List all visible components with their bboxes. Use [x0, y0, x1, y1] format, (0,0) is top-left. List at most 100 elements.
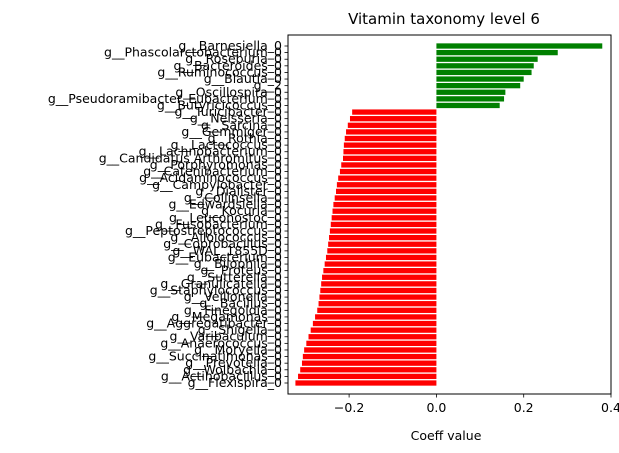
bar-10 [352, 109, 437, 115]
plot-frame [287, 34, 612, 395]
bar-14 [344, 135, 437, 142]
bar-13 [346, 129, 437, 135]
bar-27 [330, 221, 437, 228]
bar-38 [319, 294, 437, 300]
category-label: g__Wolbachia_0 [183, 362, 282, 377]
bar-8 [436, 96, 505, 102]
category-label: g__Leuconostoc_0 [169, 210, 282, 225]
category-label: g__Catenibacterium_0 [143, 164, 282, 179]
bar-19 [339, 168, 437, 175]
category-label: g__Candidatus Arthromitus_0 [99, 150, 282, 165]
bar-40 [317, 307, 437, 313]
category-label: g__Collinsella_0 [184, 190, 282, 205]
category-label: g__Succinatimonas_0 [148, 349, 282, 364]
category-label: g__Staphylococcus_0 [150, 282, 282, 297]
category-label: g__WAL_1855D_0 [172, 243, 282, 258]
category-label: g__Edwardsiella_0 [169, 197, 283, 212]
category-label: g__Butyricicoccus_0 [157, 97, 282, 112]
category-label: g__Bacillus_0 [199, 296, 282, 311]
category-label: g__Prevotella_0 [185, 355, 282, 370]
bar-25 [332, 208, 437, 214]
bar-17 [342, 155, 437, 161]
bar-44 [308, 334, 437, 340]
category-label: g__Gemmiger_0 [181, 124, 282, 139]
x-tick-label: 0.4 [601, 400, 619, 415]
category-label: g__Eubacterium_0 [168, 249, 282, 264]
bar-3 [436, 63, 534, 69]
x-tick-label: 0.0 [426, 400, 446, 415]
category-label: g__Proteus_0 [201, 263, 283, 278]
bar-50 [298, 373, 437, 380]
bar-47 [302, 353, 437, 360]
x-tick-label: 0.2 [514, 400, 534, 415]
bar-29 [329, 234, 437, 241]
category-label: g__2 [254, 78, 282, 93]
bar-49 [300, 367, 437, 373]
bar-24 [333, 201, 437, 208]
category-label: g__Lactococcus_0 [171, 137, 282, 152]
bar-39 [318, 301, 437, 307]
category-label: g__Phascolarctobacterium_0 [104, 45, 282, 60]
bar-7 [436, 89, 506, 95]
category-label: g__Neisseria_0 [190, 111, 282, 126]
bar-16 [343, 149, 437, 155]
bar-4 [436, 69, 532, 76]
bar-26 [331, 215, 437, 221]
category-labels: g__Barnesiella_0g__Phascolarctobacterium… [48, 38, 288, 390]
bar-6 [436, 83, 521, 89]
category-label: g__Fusobacterium_0 [155, 216, 282, 231]
bar-9 [436, 102, 500, 109]
bars-layer [295, 43, 603, 386]
bar-0 [436, 43, 603, 49]
category-label: g__Granulicatella_0 [160, 276, 282, 291]
x-tick-label: −0.2 [334, 400, 364, 415]
category-label: g__Barnesiella_0 [178, 38, 282, 53]
category-label: g__Lachnobacterium_0 [139, 144, 282, 159]
bar-31 [327, 248, 437, 254]
category-label: g__Dialister_0 [195, 183, 282, 198]
bar-20 [338, 175, 437, 181]
category-label: g__Sutterella_0 [187, 269, 282, 284]
category-label: g__Acidaminococcus_0 [139, 170, 282, 185]
category-label: g__Campylobacter_0 [152, 177, 282, 192]
bar-33 [324, 261, 437, 267]
x-axis-title: Coeff value [411, 428, 482, 443]
bar-5 [436, 76, 524, 82]
bar-37 [320, 287, 437, 294]
bar-28 [329, 228, 437, 234]
bar-2 [436, 56, 538, 62]
bar-22 [336, 188, 437, 195]
bar-12 [347, 122, 437, 128]
bar-51 [295, 380, 437, 386]
category-label: g__Alloiococcus_0 [170, 230, 282, 245]
category-label: g__Anaerococcus_0 [160, 335, 282, 350]
bar-15 [343, 142, 437, 148]
category-label: g__Varibaculum_0 [170, 329, 282, 344]
bar-1 [436, 49, 558, 56]
bar-32 [325, 254, 437, 261]
category-label: g__Actinobacillus_0 [161, 368, 282, 383]
category-label: g__Kocuria_0 [201, 203, 282, 218]
category-label: g__Bacteroides_0 [174, 58, 283, 73]
bar-35 [322, 274, 437, 280]
bar-46 [304, 347, 437, 353]
category-label: g__Shigella_0 [198, 322, 282, 337]
category-label: g__Bilophila_0 [194, 256, 282, 271]
category-label: g__Roseburia_0 [185, 51, 282, 66]
bar-36 [321, 281, 437, 287]
category-label: g__Coprobacillus_0 [163, 236, 282, 251]
chart-title: Vitamin taxonomy level 6 [348, 10, 540, 28]
bar-11 [349, 116, 437, 122]
x-axis: −0.2 0.0 0.2 0.4 [334, 394, 619, 415]
category-label: g__Pseudoramibacter_Eubacterium_0 [48, 91, 282, 106]
bar-43 [310, 327, 437, 333]
category-label: g__Oscillospira_0 [175, 84, 282, 99]
category-label: g__Moryella_0 [194, 342, 282, 357]
bar-30 [328, 241, 437, 247]
bar-18 [341, 162, 437, 168]
category-label: g__Sarcina_0 [201, 117, 282, 132]
bar-48 [301, 360, 437, 366]
category-label: g__Aggregatibacter_0 [146, 316, 282, 331]
